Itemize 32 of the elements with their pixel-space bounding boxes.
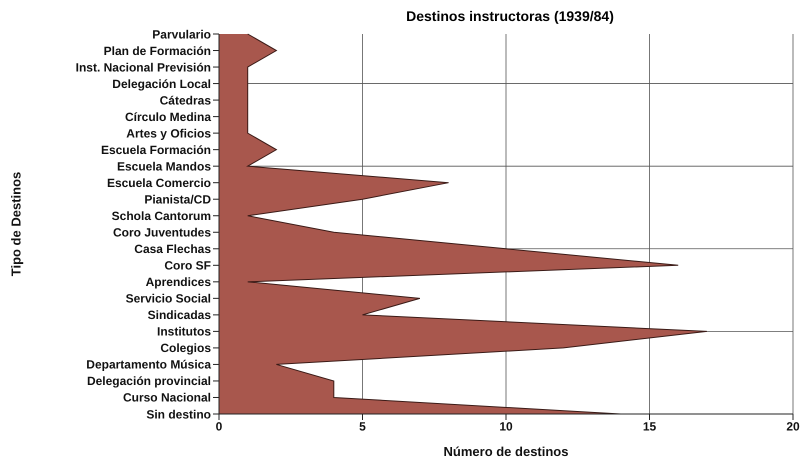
x-tick-label: 0: [216, 420, 223, 434]
y-tick-label: Sin destino: [146, 407, 211, 422]
y-tick-label: Colegios: [160, 341, 212, 356]
y-axis-title: Tipo de Destinos: [8, 172, 24, 276]
y-tick-label: Coro SF: [164, 258, 211, 273]
y-tick-label: Institutos: [157, 324, 212, 339]
y-tick-label: Escuela Mandos: [116, 159, 212, 174]
y-tick-label: Departamento Música: [86, 358, 212, 372]
y-tick-label: Plan de Formación: [104, 44, 211, 58]
y-tick-label: Servicio Social: [126, 292, 211, 306]
y-tick-label: Aprendices: [146, 275, 212, 290]
y-tick-label: Pianista/CD: [144, 192, 212, 206]
y-tick-label: Sindicadas: [148, 308, 212, 322]
y-tick-label: Cátedras: [160, 93, 212, 108]
y-tick-label: Coro Juventudes: [112, 226, 212, 240]
x-tick-label: 10: [499, 420, 513, 434]
y-tick-label: Schola Cantorum: [112, 209, 211, 223]
y-tick-label: Escuela Comercio: [106, 176, 211, 190]
y-tick-label: Artes y Oficios: [126, 126, 212, 140]
y-tick-label: Casa Flechas: [134, 242, 212, 256]
y-tick-label: Delegación provincial: [86, 374, 211, 388]
y-tick-label: Escuela Formación: [100, 142, 211, 157]
y-tick-label: Círculo Medina: [124, 110, 212, 124]
y-tick-label: Parvulario: [152, 27, 211, 42]
y-tick-label: Inst. Nacional Previsión: [76, 60, 211, 74]
x-tick-label: 20: [786, 420, 800, 434]
x-axis-title: Número de destinos: [444, 444, 568, 459]
y-tick-label: Curso Nacional: [122, 390, 211, 405]
x-tick-label: 5: [359, 420, 366, 434]
y-tick-label: Delegación Local: [112, 76, 211, 91]
x-tick-label: 15: [642, 420, 656, 434]
chart-title: Destinos instructoras (1939/84): [405, 8, 615, 24]
